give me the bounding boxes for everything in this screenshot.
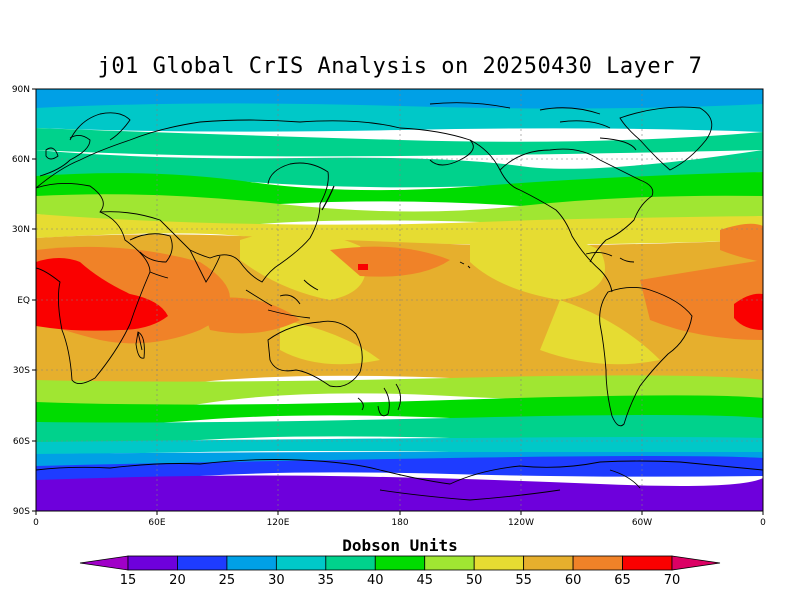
colorbar: 15 20 25 30 35 40 45 50 55 60 65 70 — [79, 555, 721, 588]
colorbar-level-label: 60 — [565, 573, 582, 588]
graticule — [36, 89, 763, 511]
colorbar-swatch — [523, 555, 574, 571]
lon-tick-180: 180 — [391, 518, 408, 528]
lon-tick-0-east: 0 — [760, 518, 766, 528]
lon-tick-120e: 120E — [267, 518, 290, 528]
lat-tick-eq: EQ — [17, 296, 30, 306]
lon-tick-0: 0 — [33, 518, 39, 528]
colorbar-swatch — [424, 555, 475, 571]
colorbar-level-label: 20 — [169, 573, 186, 588]
colorbar-swatch — [473, 555, 525, 571]
lon-tick-120w: 120W — [508, 518, 534, 528]
colorbar-swatch — [622, 555, 673, 571]
colorbar-extend-high — [671, 555, 721, 571]
colorbar-swatch — [226, 555, 277, 571]
colorbar-title: Dobson Units — [342, 536, 458, 555]
ozone-field — [36, 89, 763, 511]
lat-axis: 90N 60N 30N EQ 30S 60S 90S — [12, 85, 30, 517]
colorbar-swatch — [127, 555, 178, 571]
colorbar-level-label: 15 — [120, 573, 137, 588]
colorbar-swatch — [177, 555, 228, 571]
colorbar-level-label: 30 — [268, 573, 285, 588]
lat-tick-60s: 60S — [13, 437, 30, 447]
lon-tick-60w: 60W — [632, 518, 652, 528]
colorbar-level-label: 65 — [614, 573, 631, 588]
colorbar-swatch — [374, 555, 426, 571]
colorbar-level-label: 40 — [367, 573, 384, 588]
map-title: j01 Global CrIS Analysis on 20250430 Lay… — [97, 54, 703, 79]
colorbar-level-label: 45 — [416, 573, 433, 588]
lon-axis: 0 60E 120E 180 120W 60W 0 — [33, 518, 766, 528]
colorbar-swatch — [325, 555, 376, 571]
colorbar-level-label: 35 — [318, 573, 335, 588]
colorbar-level-label: 70 — [664, 573, 681, 588]
colorbar-extend-low — [79, 555, 129, 571]
lon-tick-60e: 60E — [148, 518, 165, 528]
colorbar-swatch — [275, 555, 327, 571]
colorbar-swatch — [572, 555, 623, 571]
lat-tick-30s: 30S — [13, 366, 30, 376]
lat-tick-60n: 60N — [12, 155, 30, 165]
colorbar-level-label: 55 — [515, 573, 532, 588]
lat-tick-30n: 30N — [12, 225, 30, 235]
coastlines — [36, 102, 763, 501]
lat-tick-90n: 90N — [12, 85, 30, 95]
colorbar-level-label: 50 — [466, 573, 483, 588]
colorbar-level-label: 25 — [219, 573, 236, 588]
lat-tick-90s: 90S — [13, 507, 30, 517]
